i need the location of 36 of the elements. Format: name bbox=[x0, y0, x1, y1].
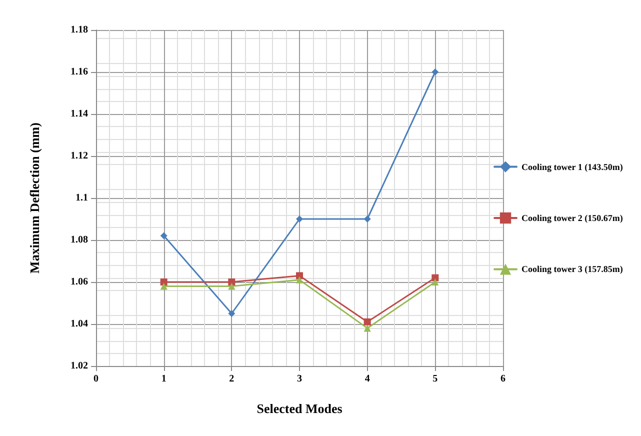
y-axis-title: Maximum Deflection (mm) bbox=[27, 122, 42, 274]
point bbox=[364, 324, 371, 332]
x-tick-label: 1 bbox=[161, 374, 166, 384]
point bbox=[432, 274, 439, 282]
y-tick-label: 1.1 bbox=[76, 192, 88, 204]
point bbox=[160, 232, 168, 240]
x-tick-label: 6 bbox=[500, 374, 506, 384]
point bbox=[432, 278, 439, 286]
point bbox=[228, 310, 236, 317]
point bbox=[364, 318, 371, 326]
point bbox=[296, 272, 303, 280]
point bbox=[296, 276, 303, 284]
point bbox=[432, 68, 439, 76]
x-tick-label: 5 bbox=[432, 374, 438, 384]
legend-label: Cooling tower 2 (150.67m) bbox=[522, 213, 623, 223]
y-tick-label: 1.12 bbox=[70, 150, 88, 162]
x-tick-label: 4 bbox=[364, 374, 370, 384]
y-tick-label: 1.18 bbox=[70, 24, 88, 36]
point bbox=[228, 282, 236, 290]
point bbox=[160, 278, 168, 286]
point bbox=[296, 216, 303, 222]
y-tick-label: 1.06 bbox=[70, 276, 88, 288]
x-tick-label: 0 bbox=[94, 374, 98, 384]
x-axis-title: Selected Modes bbox=[256, 401, 342, 416]
y-tick-label: 1.04 bbox=[70, 318, 88, 330]
legend-label: Cooling tower 3 (157.85m) bbox=[522, 264, 623, 274]
legend-label: Cooling tower 1 (143.50m) bbox=[522, 162, 623, 172]
x-tick-label: 2 bbox=[229, 374, 234, 384]
y-tick-label: 1.08 bbox=[70, 234, 88, 246]
y-tick-label: 1.14 bbox=[70, 108, 88, 120]
point bbox=[228, 278, 236, 286]
point bbox=[364, 216, 371, 222]
point bbox=[160, 282, 168, 290]
y-tick-label: 1.16 bbox=[70, 66, 88, 78]
y-tick-label: 1.02 bbox=[70, 360, 88, 372]
x-tick-label: 3 bbox=[297, 374, 302, 384]
